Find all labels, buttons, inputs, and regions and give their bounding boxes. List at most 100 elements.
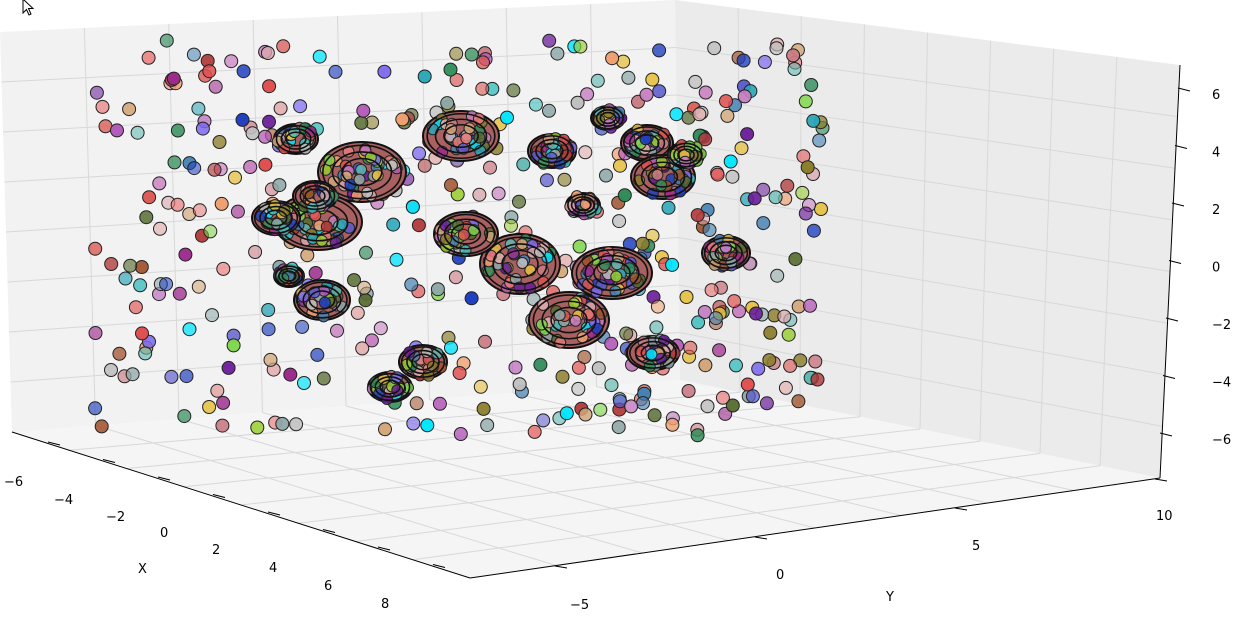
scatter-point (142, 190, 157, 205)
scatter-point (457, 228, 470, 241)
cluster-ring (450, 223, 482, 245)
scatter-point (88, 241, 103, 256)
scatter-point (539, 173, 554, 188)
cluster-ring (567, 193, 599, 217)
gridline (1039, 48, 1055, 454)
scatter-point (272, 178, 287, 193)
scatter-point (719, 241, 732, 254)
scatter-point (464, 291, 479, 306)
scatter-point (636, 396, 650, 411)
scatter-point (216, 395, 231, 410)
y-axis-label: Y (885, 590, 894, 605)
x-axis-label: X (138, 562, 147, 577)
scatter-point (704, 283, 719, 298)
scatter-point (516, 157, 531, 172)
cluster-ring (411, 353, 435, 371)
z-tick-label: 6 (1212, 88, 1220, 103)
scatter-point (258, 129, 272, 144)
scatter-point (133, 278, 148, 293)
scatter-point (650, 299, 665, 314)
scatter-point (356, 103, 371, 118)
scatter-point (273, 101, 288, 116)
scatter-cluster (571, 246, 653, 300)
z-tick-label: −6 (1212, 433, 1231, 448)
y-axis-line (469, 477, 1161, 579)
scatter-point (528, 97, 543, 112)
scatter-point (268, 199, 281, 212)
scatter-point (208, 79, 223, 94)
cluster-ring (703, 237, 749, 269)
cluster-ring (575, 249, 649, 297)
scatter-point (94, 419, 109, 434)
y-tick-mark (1154, 478, 1168, 482)
scatter-point (128, 300, 143, 315)
axes (11, 64, 1181, 579)
scatter-point (295, 319, 310, 334)
scatter-point (179, 369, 194, 384)
scatter-point (432, 396, 447, 411)
scatter-point (803, 298, 817, 313)
scatter-point (377, 372, 390, 385)
scatter-cluster (667, 139, 707, 170)
scatter-point (316, 371, 331, 386)
scatter-point (478, 334, 492, 349)
scatter-point (159, 33, 174, 48)
scatter-point (573, 39, 588, 54)
scatter-point (593, 402, 608, 417)
scatter-point (448, 270, 463, 285)
cluster-ring (322, 144, 402, 200)
scatter-point (243, 160, 258, 174)
scatter-point (283, 367, 298, 382)
scatter-point (262, 79, 277, 94)
cluster-ring (640, 161, 686, 193)
x-tick-label: 6 (324, 579, 332, 594)
scatter-cluster (590, 103, 628, 134)
scatter-point (444, 178, 458, 193)
scatter-point (795, 185, 810, 200)
cluster-ring (677, 148, 695, 162)
cluster-ring (647, 166, 679, 188)
scatter-point (804, 78, 819, 92)
scatter-point (373, 321, 388, 336)
scatter-point (613, 158, 627, 173)
scatter-point (582, 265, 595, 277)
scatter-point (572, 239, 587, 254)
scatter-point (723, 154, 738, 169)
scatter-point (729, 358, 743, 373)
scatter-point (590, 73, 605, 88)
scatter-point (591, 361, 606, 376)
cluster-ring (436, 213, 496, 255)
scatter-point (725, 169, 740, 184)
scatter-point (250, 420, 265, 435)
scatter-point (328, 64, 343, 79)
scatter-point (443, 62, 458, 77)
scatter-point (357, 280, 372, 295)
scatter-point (665, 257, 680, 272)
scatter-point (569, 314, 582, 327)
scatter-point (665, 417, 680, 432)
scatter-point (727, 294, 742, 309)
cluster-ring (574, 198, 592, 212)
scatter-point (483, 160, 497, 175)
z-axis-line (1159, 64, 1181, 479)
scatter-point (798, 206, 813, 221)
scatter-point (611, 420, 626, 435)
scatter-cluster (701, 233, 751, 273)
gridline (429, 399, 902, 516)
scatter-point (647, 408, 662, 423)
x-tick-label: −2 (106, 510, 125, 525)
scatter-point (759, 396, 774, 411)
scatter-point (512, 377, 527, 392)
x-tick-label: 0 (160, 526, 168, 541)
gridline (979, 40, 992, 442)
gridline (919, 32, 928, 430)
cluster-ring (570, 196, 596, 214)
scatter-point (533, 357, 548, 372)
x-axis-line (11, 431, 471, 579)
scatter-point (745, 389, 760, 404)
scatter-point (130, 125, 145, 140)
x-tick-label: 4 (269, 561, 277, 576)
scatter-cluster (293, 279, 351, 323)
x-tick-mark (157, 476, 171, 481)
cluster-ring (673, 145, 699, 165)
